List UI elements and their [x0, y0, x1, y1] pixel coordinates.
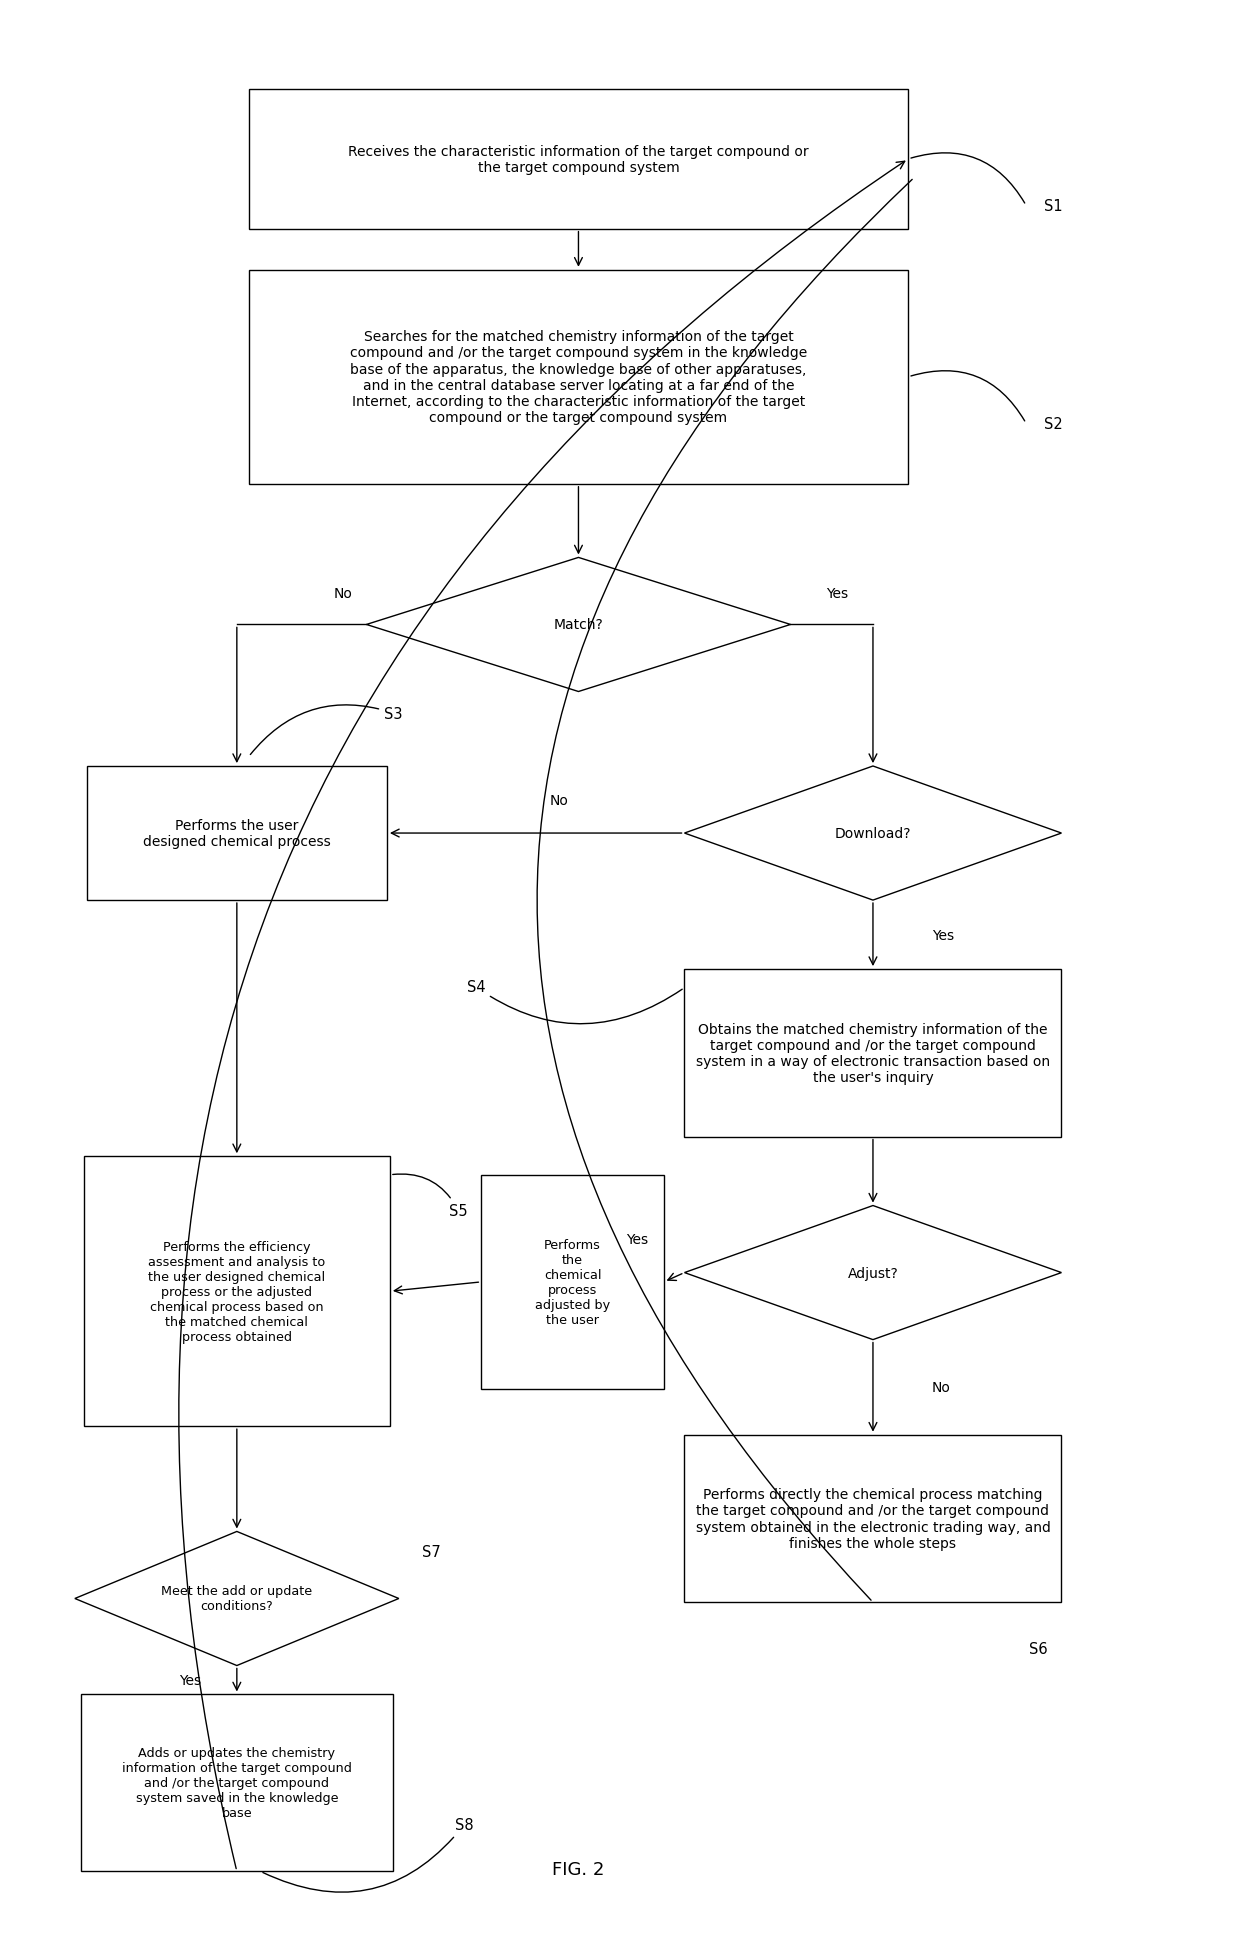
Text: Match?: Match?	[553, 619, 604, 632]
Text: Yes: Yes	[179, 1673, 201, 1687]
Text: Searches for the matched chemistry information of the target
compound and /or th: Searches for the matched chemistry infor…	[350, 330, 807, 425]
Text: S1: S1	[1044, 200, 1063, 213]
Bar	[481, 1175, 663, 1388]
Text: Download?: Download?	[835, 826, 911, 842]
Text: Performs the user
designed chemical process: Performs the user designed chemical proc…	[143, 818, 331, 849]
Text: FIG. 2: FIG. 2	[552, 1860, 605, 1877]
Text: No: No	[549, 793, 569, 807]
Bar	[684, 970, 1061, 1136]
Text: Performs
the
chemical
process
adjusted by
the user: Performs the chemical process adjusted b…	[534, 1239, 610, 1326]
Text: Yes: Yes	[932, 929, 954, 942]
Text: S8: S8	[263, 1817, 474, 1892]
Bar	[83, 1156, 389, 1427]
Text: No: No	[932, 1381, 951, 1394]
Text: Adds or updates the chemistry
information of the target compound
and /or the tar: Adds or updates the chemistry informatio…	[122, 1747, 352, 1819]
Text: S3: S3	[250, 706, 403, 754]
Polygon shape	[367, 558, 791, 692]
Polygon shape	[684, 1206, 1061, 1340]
Text: Obtains the matched chemistry information of the
target compound and /or the tar: Obtains the matched chemistry informatio…	[696, 1022, 1050, 1084]
Text: Yes: Yes	[827, 586, 848, 601]
Bar	[248, 89, 908, 229]
Text: Receives the characteristic information of the target compound or
the target com: Receives the characteristic information …	[348, 145, 808, 175]
Text: Yes: Yes	[626, 1233, 649, 1247]
Text: Meet the add or update
conditions?: Meet the add or update conditions?	[161, 1584, 312, 1613]
Text: S4: S4	[466, 979, 682, 1024]
Bar	[248, 271, 908, 485]
Text: Performs the efficiency
assessment and analysis to
the user designed chemical
pr: Performs the efficiency assessment and a…	[149, 1241, 325, 1344]
Text: Adjust?: Adjust?	[848, 1266, 898, 1280]
Text: S6: S6	[1028, 1642, 1048, 1656]
Bar	[81, 1695, 393, 1871]
Polygon shape	[74, 1532, 399, 1666]
Polygon shape	[684, 766, 1061, 900]
Text: S2: S2	[1044, 417, 1063, 432]
Bar	[87, 766, 387, 900]
Bar	[684, 1435, 1061, 1602]
Text: Performs directly the chemical process matching
the target compound and /or the : Performs directly the chemical process m…	[696, 1487, 1050, 1549]
Text: No: No	[334, 586, 352, 601]
Text: S7: S7	[423, 1545, 441, 1559]
Text: S5: S5	[393, 1175, 467, 1218]
